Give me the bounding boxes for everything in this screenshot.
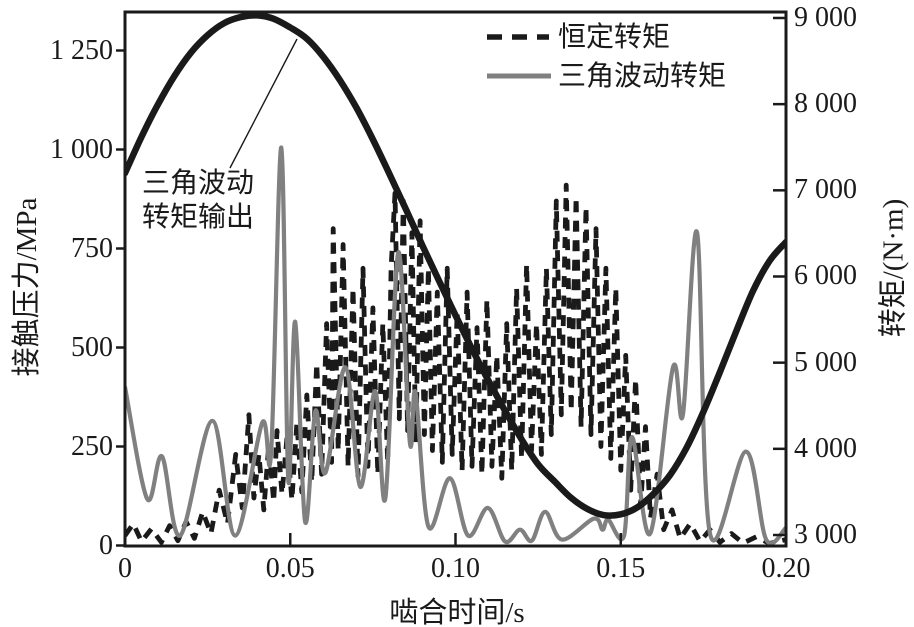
y-axis-title-left: 接触压力/MPa: [11, 197, 43, 377]
x-tick-label: 0.05: [265, 553, 315, 584]
y-tick-label-right: 5 000: [794, 346, 857, 378]
y-tick-label-left: 1 000: [50, 133, 113, 165]
x-tick-label: 0: [118, 553, 132, 584]
x-tick-label: 0.15: [596, 553, 646, 584]
y-tick-label-right: 4 000: [794, 432, 857, 464]
annotation-line-1: 三角波动: [142, 168, 255, 199]
x-tick-label: 0.20: [761, 553, 811, 584]
legend-label-triangular-torque: 三角波动转矩: [558, 61, 727, 92]
annotation-label: 三角波动 转矩输出: [142, 167, 254, 235]
y-tick-label-left: 750: [71, 232, 113, 264]
y-tick-label-right: 8 000: [794, 88, 857, 120]
annotation-leader-line: [229, 38, 298, 169]
y-tick-label-right: 7 000: [794, 174, 857, 206]
y-tick-label-left: 500: [71, 331, 113, 363]
legend-label-constant-torque: 恒定转矩: [558, 22, 671, 53]
y-tick-label-right: 6 000: [794, 260, 857, 292]
series-curve-0: [125, 182, 786, 546]
annotation-line-2: 转矩输出: [142, 202, 255, 233]
x-axis-title: 啮合时间/s: [389, 597, 525, 627]
series-curve-2: [125, 12, 786, 519]
y-tick-label-right: 3 000: [794, 519, 857, 550]
series-curve-1: [125, 145, 786, 546]
y-tick-label-right: 9 000: [794, 1, 857, 33]
x-tick-label: 0.10: [431, 553, 480, 584]
y-tick-label-left: 250: [71, 430, 113, 462]
y-tick-label-left: 0: [99, 529, 113, 561]
y-tick-label-left: 1 250: [50, 34, 113, 66]
